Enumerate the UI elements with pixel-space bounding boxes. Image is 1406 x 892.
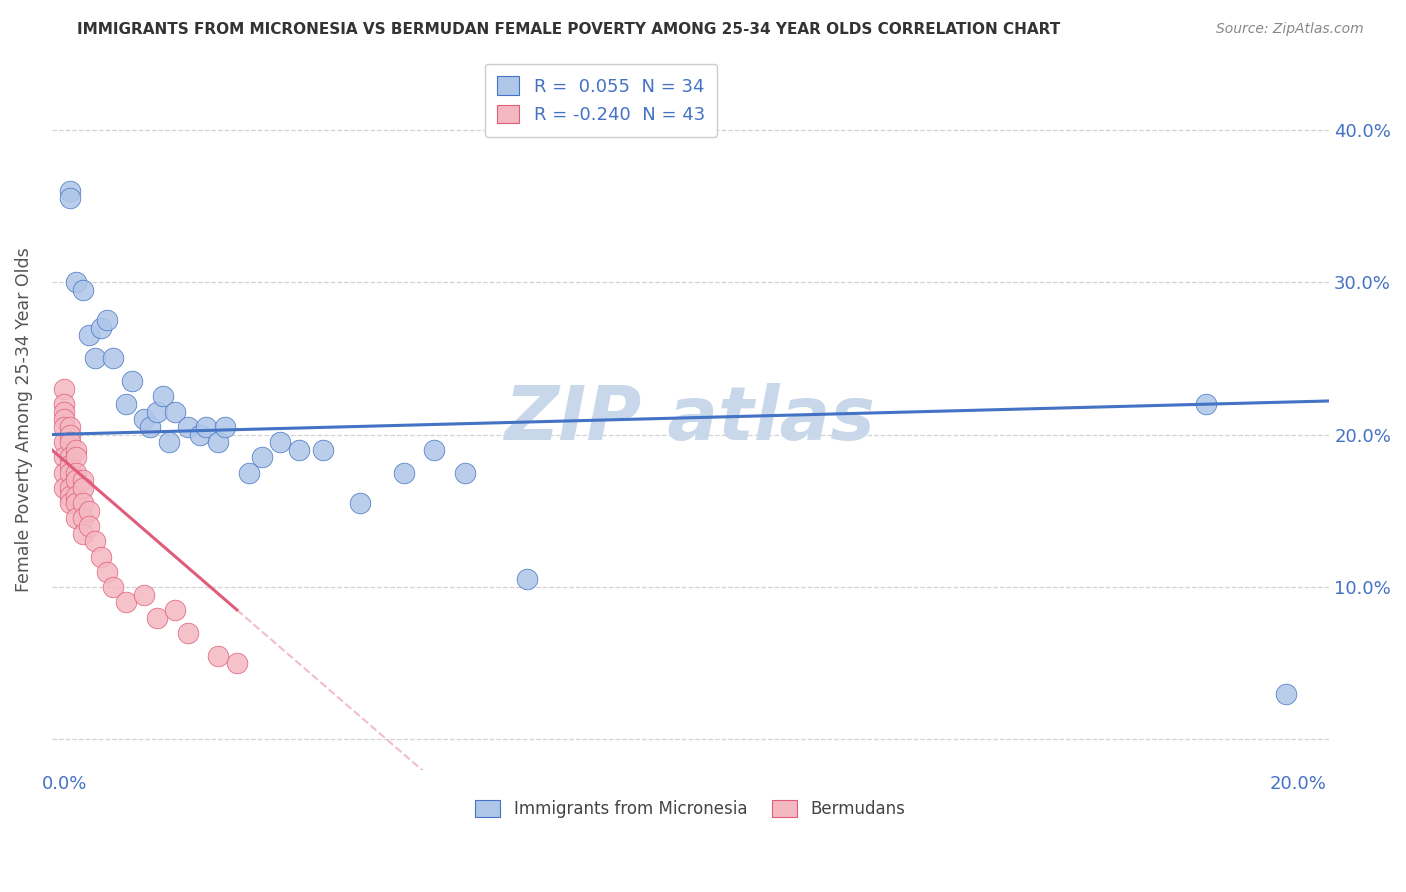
- Point: [90, 320, 112, 334]
- Point: [269, 435, 291, 450]
- Point: [72, 511, 94, 525]
- Point: [53, 466, 76, 480]
- Point: [72, 283, 94, 297]
- Point: [53, 412, 76, 426]
- Point: [65, 489, 87, 503]
- Point: [454, 466, 477, 480]
- Point: [157, 435, 180, 450]
- Point: [250, 450, 273, 465]
- Point: [65, 496, 87, 510]
- Point: [349, 496, 371, 510]
- Point: [84, 534, 107, 549]
- Point: [65, 450, 87, 465]
- Point: [84, 351, 107, 366]
- Point: [53, 397, 76, 411]
- Point: [59, 191, 82, 205]
- Point: [59, 458, 82, 472]
- Point: [53, 481, 76, 495]
- Point: [207, 648, 229, 663]
- Text: ZIP atlas: ZIP atlas: [505, 383, 876, 456]
- Point: [214, 420, 236, 434]
- Point: [59, 184, 82, 198]
- Point: [312, 442, 335, 457]
- Point: [516, 573, 538, 587]
- Point: [103, 580, 125, 594]
- Point: [238, 466, 260, 480]
- Point: [77, 519, 100, 533]
- Point: [188, 427, 211, 442]
- Point: [59, 435, 82, 450]
- Point: [59, 450, 82, 465]
- Point: [59, 420, 82, 434]
- Point: [53, 382, 76, 396]
- Point: [65, 466, 87, 480]
- Point: [53, 435, 76, 450]
- Point: [195, 420, 218, 434]
- Text: Source: ZipAtlas.com: Source: ZipAtlas.com: [1216, 22, 1364, 37]
- Point: [114, 595, 136, 609]
- Point: [96, 565, 118, 579]
- Point: [1195, 397, 1218, 411]
- Legend: Immigrants from Micronesia, Bermudans: Immigrants from Micronesia, Bermudans: [468, 793, 912, 825]
- Point: [121, 374, 143, 388]
- Point: [59, 466, 82, 480]
- Point: [53, 420, 76, 434]
- Point: [72, 496, 94, 510]
- Text: IMMIGRANTS FROM MICRONESIA VS BERMUDAN FEMALE POVERTY AMONG 25-34 YEAR OLDS CORR: IMMIGRANTS FROM MICRONESIA VS BERMUDAN F…: [77, 22, 1060, 37]
- Point: [287, 442, 309, 457]
- Point: [96, 313, 118, 327]
- Point: [165, 603, 187, 617]
- Point: [114, 397, 136, 411]
- Point: [59, 427, 82, 442]
- Point: [72, 481, 94, 495]
- Point: [72, 473, 94, 487]
- Point: [65, 473, 87, 487]
- Point: [1275, 687, 1298, 701]
- Y-axis label: Female Poverty Among 25-34 Year Olds: Female Poverty Among 25-34 Year Olds: [15, 247, 32, 591]
- Point: [53, 450, 76, 465]
- Point: [59, 496, 82, 510]
- Point: [77, 328, 100, 343]
- Point: [176, 625, 198, 640]
- Point: [65, 442, 87, 457]
- Point: [134, 588, 156, 602]
- Point: [165, 404, 187, 418]
- Point: [59, 489, 82, 503]
- Point: [77, 504, 100, 518]
- Point: [145, 610, 167, 624]
- Point: [103, 351, 125, 366]
- Point: [392, 466, 415, 480]
- Point: [72, 526, 94, 541]
- Point: [134, 412, 156, 426]
- Point: [152, 389, 174, 403]
- Point: [225, 657, 247, 671]
- Point: [53, 404, 76, 418]
- Point: [423, 442, 446, 457]
- Point: [65, 275, 87, 289]
- Point: [145, 404, 167, 418]
- Point: [65, 511, 87, 525]
- Point: [59, 481, 82, 495]
- Point: [90, 549, 112, 564]
- Point: [139, 420, 162, 434]
- Point: [207, 435, 229, 450]
- Point: [176, 420, 198, 434]
